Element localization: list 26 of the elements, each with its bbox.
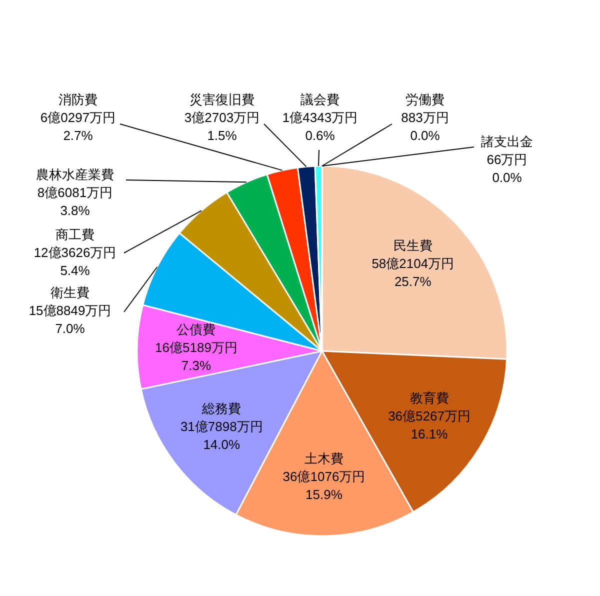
slice-label: 公債費	[176, 322, 216, 338]
slice-label: 消防費	[58, 92, 98, 107]
slice-label: 教育費	[410, 390, 449, 406]
slice-label: 農林水産業費	[36, 167, 114, 182]
slice-label: 災害復旧費	[190, 92, 254, 107]
data-label: 3億2703万円 1.5%	[184, 110, 260, 143]
data-label: 8億6081万円 3.8%	[37, 185, 113, 218]
data-label: 58億2104万円 25.7%	[372, 256, 454, 290]
slice-label: 民生費	[393, 238, 432, 254]
data-label: 31億7898万円 14.0%	[180, 418, 263, 452]
data-label: 36億1076万円 15.9%	[282, 468, 366, 502]
category-label: 労働費	[406, 92, 444, 107]
data-label: 36億5267万円 16.1%	[388, 408, 470, 442]
data-label: 1億4343万円 0.6%	[282, 110, 358, 143]
data-label: 16億5189万円 7.3%	[155, 340, 238, 374]
slice-label: 土木費	[304, 450, 344, 466]
data-label: 12億3626万円 5.4%	[34, 245, 116, 278]
text: 66万円 0.0%	[486, 152, 528, 185]
data-label: 15億8849万円 7.0%	[28, 303, 112, 336]
slice-label: 総務費	[201, 400, 242, 416]
category-label: 諸支出金	[481, 134, 533, 149]
text: 883万円 0.0%	[401, 110, 449, 143]
slice-label: 商工費	[56, 227, 94, 242]
data-label: 6億0297万円 2.7%	[40, 110, 116, 143]
slice-label: 議会費	[300, 92, 340, 107]
slice-label: 衛生費	[50, 285, 90, 300]
